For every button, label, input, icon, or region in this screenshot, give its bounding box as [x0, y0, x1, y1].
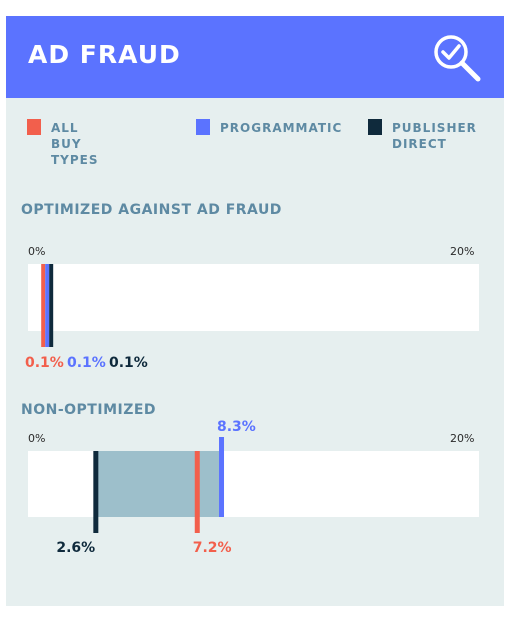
value-marker-publisher-direct: [49, 264, 54, 347]
legend-swatch: [27, 119, 41, 135]
chart-title-optimized: OPTIMIZED AGAINST AD FRAUD: [21, 202, 282, 218]
tick-label-max: 20%: [450, 245, 475, 258]
card-title: AD FRAUD: [28, 40, 181, 69]
legend-swatch: [196, 119, 210, 135]
legend-label: PUBLISHER DIRECT: [392, 121, 477, 151]
data-label-publisher-direct: 0.1%: [109, 355, 148, 371]
chart-track-optimized: [28, 264, 479, 331]
value-marker-all-buy-types: [194, 451, 200, 533]
search-check-icon: [434, 35, 481, 82]
tick-label-min: 0%: [28, 245, 46, 258]
data-label-programmatic: 8.3%: [217, 419, 256, 435]
legend-swatch: [368, 119, 382, 135]
card-header: AD FRAUD: [6, 16, 504, 98]
value-marker-programmatic: [219, 437, 225, 517]
legend-label: ALL BUY TYPES: [51, 121, 99, 167]
chart-title-non-optimized: NON-OPTIMIZED: [21, 402, 157, 418]
range-band: [95, 451, 222, 517]
data-label-all-buy-types: 0.1%: [25, 355, 64, 371]
legend-label: PROGRAMMATIC: [220, 121, 343, 135]
data-label-publisher-direct: 2.6%: [56, 540, 95, 556]
value-marker-programmatic: [45, 264, 50, 347]
value-marker-all-buy-types: [41, 264, 46, 347]
data-label-programmatic: 0.1%: [67, 355, 106, 371]
tick-label-max: 20%: [450, 432, 475, 445]
tick-label-min: 0%: [28, 432, 46, 445]
value-marker-publisher-direct: [93, 451, 99, 533]
data-label-all-buy-types: 7.2%: [193, 540, 232, 556]
